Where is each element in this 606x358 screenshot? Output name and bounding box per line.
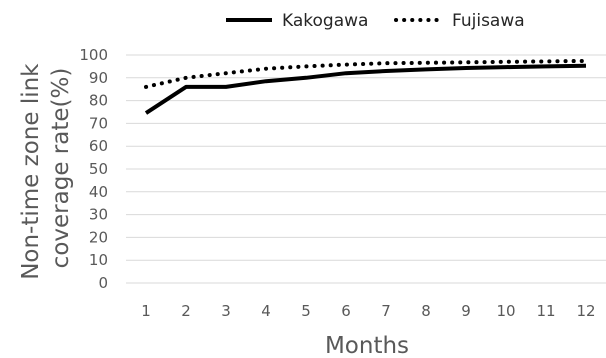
- y-axis-title-line-2: coverage rate(%): [48, 68, 74, 269]
- series-line-kakogawa: [144, 63, 587, 115]
- x-tick-5: 5: [301, 302, 311, 320]
- legend: Kakogawa Fujisawa: [226, 11, 525, 31]
- y-tick-labels: 0 10 20 30 40 50 60 70 80 90 100: [79, 46, 108, 292]
- y-tick-70: 70: [89, 114, 108, 132]
- y-axis-title: Non-time zone link coverage rate(%): [18, 56, 74, 280]
- x-tick-11: 11: [536, 302, 555, 320]
- x-tick-9: 9: [461, 302, 471, 320]
- y-tick-10: 10: [89, 251, 108, 269]
- y-tick-30: 30: [89, 206, 108, 224]
- y-axis-title-line-1: Non-time zone link: [18, 63, 44, 280]
- legend-label-fujisawa: Fujisawa: [452, 11, 525, 31]
- y-tick-20: 20: [89, 228, 108, 246]
- y-tick-60: 60: [89, 137, 108, 155]
- x-tick-1: 1: [141, 302, 151, 320]
- x-tick-labels: 1 2 3 4 5 6 7 8 9 10 11 12: [141, 302, 595, 320]
- x-tick-8: 8: [421, 302, 431, 320]
- x-tick-3: 3: [221, 302, 231, 320]
- grid-lines: [126, 54, 606, 284]
- y-tick-0: 0: [98, 274, 108, 292]
- y-tick-40: 40: [89, 183, 108, 201]
- data-series: [144, 58, 588, 115]
- x-tick-4: 4: [261, 302, 271, 320]
- y-tick-80: 80: [89, 92, 108, 110]
- y-tick-90: 90: [89, 69, 108, 87]
- x-tick-6: 6: [341, 302, 351, 320]
- x-tick-12: 12: [576, 302, 595, 320]
- x-tick-10: 10: [496, 302, 515, 320]
- y-tick-100: 100: [79, 46, 108, 64]
- x-tick-2: 2: [181, 302, 191, 320]
- x-tick-7: 7: [381, 302, 391, 320]
- series-line-fujisawa: [144, 58, 588, 89]
- y-tick-50: 50: [89, 160, 108, 178]
- x-axis-title: Months: [325, 333, 409, 358]
- legend-label-kakogawa: Kakogawa: [282, 11, 368, 31]
